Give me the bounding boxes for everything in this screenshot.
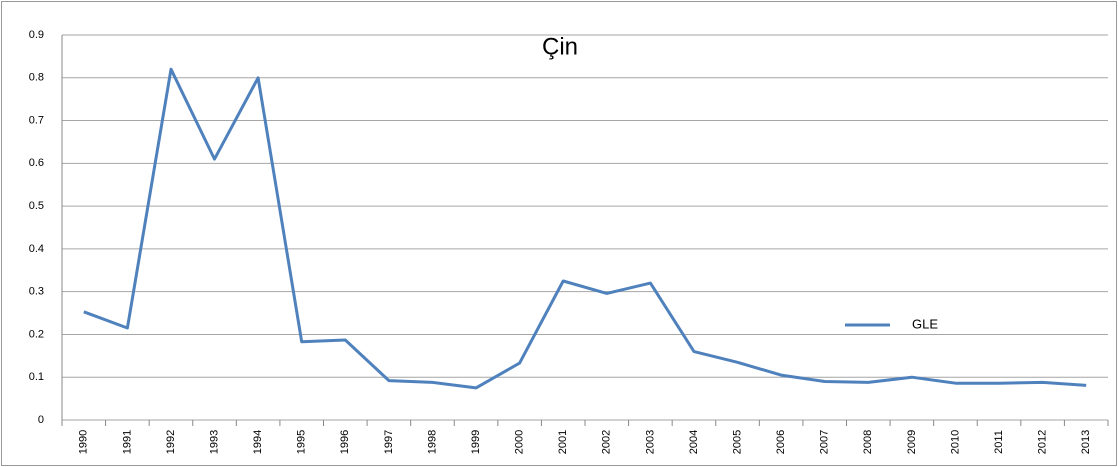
x-tick-label: 2006 [775, 430, 787, 454]
x-tick-label: 2010 [949, 430, 961, 454]
y-tick-label: 0 [38, 414, 44, 426]
y-tick-label: 0.4 [29, 243, 44, 255]
x-tick-label: 1999 [470, 430, 482, 454]
x-tick-label: 2008 [862, 430, 874, 454]
y-tick-label: 0.8 [29, 72, 44, 84]
y-tick-label: 0.9 [29, 29, 44, 41]
y-tick-label: 0.6 [29, 157, 44, 169]
x-tick-label: 2000 [514, 430, 526, 454]
x-tick-label: 2011 [993, 430, 1005, 454]
x-tick-label: 2013 [1080, 430, 1092, 454]
x-tick-label: 2001 [557, 430, 569, 454]
y-tick-label: 0.5 [29, 200, 44, 212]
y-tick-label: 0.2 [29, 328, 44, 340]
y-tick-label: 0.1 [29, 371, 44, 383]
x-tick-label: 1991 [121, 430, 133, 454]
x-tick-label: 1996 [339, 430, 351, 454]
x-tick-label: 2009 [906, 430, 918, 454]
x-tick-label: 2003 [644, 430, 656, 454]
legend-label: GLE [912, 316, 938, 331]
x-tick-label: 2005 [731, 430, 743, 454]
y-tick-label: 0.3 [29, 286, 44, 298]
x-tick-label: 2002 [601, 430, 613, 454]
x-tick-label: 1990 [78, 430, 90, 454]
x-tick-label: 1997 [383, 430, 395, 454]
x-tick-label: 1998 [426, 430, 438, 454]
x-tick-label: 1993 [208, 430, 220, 454]
line-series [83, 67, 1087, 390]
x-tick-label: 1992 [165, 430, 177, 454]
x-tick-label: 2007 [819, 430, 831, 454]
x-tick-label: 2004 [688, 430, 700, 454]
y-tick-label: 0.7 [29, 114, 44, 126]
x-tick-label: 1994 [252, 430, 264, 454]
x-tick-label: 1995 [296, 430, 308, 454]
chart-title: Çin [542, 33, 578, 60]
x-tick-label: 2012 [1037, 430, 1049, 454]
